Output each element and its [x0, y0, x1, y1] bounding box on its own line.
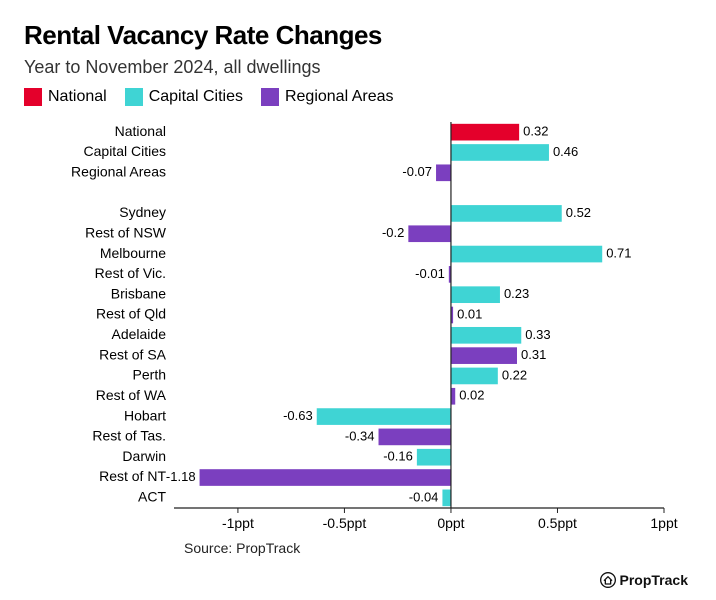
- row-label: Melbourne: [100, 245, 166, 261]
- row-label: Regional Areas: [71, 163, 166, 179]
- value-label: 0.46: [553, 144, 578, 159]
- legend-item-regional: Regional Areas: [261, 88, 394, 106]
- value-label: 0.23: [504, 286, 529, 301]
- value-label: -0.01: [415, 266, 445, 281]
- value-label: 0.33: [525, 327, 550, 342]
- bar: [408, 225, 451, 242]
- value-label: 0.01: [457, 306, 482, 321]
- legend-item-capital: Capital Cities: [125, 88, 243, 106]
- row-label: Rest of NSW: [85, 224, 167, 240]
- legend-swatch-regional: [261, 88, 279, 106]
- row-label: Darwin: [122, 448, 166, 464]
- x-tick-label: -0.5ppt: [323, 515, 367, 531]
- chart-area: National 0.32 Capital Cities 0.46 Regional A…: [24, 118, 684, 538]
- bar: [436, 164, 451, 181]
- row-label: Hobart: [124, 407, 166, 423]
- bar: [451, 368, 498, 385]
- value-label: 0.31: [521, 347, 546, 362]
- value-label: 0.02: [459, 388, 484, 403]
- value-label: -0.07: [402, 164, 432, 179]
- bar: [451, 388, 455, 405]
- x-tick-label: 0ppt: [437, 515, 464, 531]
- row-label: Rest of WA: [96, 387, 167, 403]
- row-label: Perth: [133, 367, 166, 383]
- value-label: 0.52: [566, 205, 591, 220]
- value-label: -0.04: [409, 489, 439, 504]
- value-label: 0.32: [523, 124, 548, 139]
- legend-label-national: National: [48, 88, 107, 106]
- row-label: Adelaide: [112, 326, 167, 342]
- bar: [451, 347, 517, 364]
- row-label: Sydney: [119, 204, 166, 220]
- chart-title: Rental Vacancy Rate Changes: [24, 20, 692, 51]
- row-label: Rest of SA: [99, 346, 167, 362]
- legend-swatch-national: [24, 88, 42, 106]
- bar: [317, 408, 451, 425]
- row-label: National: [115, 123, 166, 139]
- x-tick-label: 0.5ppt: [538, 515, 577, 531]
- x-tick-label: -1ppt: [222, 515, 254, 531]
- source-text: Source: PropTrack: [184, 540, 692, 556]
- brand-text: PropTrack: [620, 572, 688, 588]
- bar: [417, 449, 451, 466]
- brand-logo: PropTrack: [600, 572, 688, 588]
- bar: [379, 429, 451, 446]
- chart-svg: National 0.32 Capital Cities 0.46 Regional A…: [24, 118, 684, 538]
- bar: [451, 124, 519, 141]
- value-label: 0.22: [502, 367, 527, 382]
- row-label: Rest of Qld: [96, 306, 166, 322]
- value-label: -0.34: [345, 428, 375, 443]
- value-label: 0.71: [606, 245, 631, 260]
- bar: [442, 490, 451, 507]
- value-label: -1.18: [166, 469, 196, 484]
- x-tick-label: 1ppt: [650, 515, 677, 531]
- row-label: ACT: [138, 489, 166, 505]
- legend-label-regional: Regional Areas: [285, 88, 394, 106]
- bar: [451, 286, 500, 303]
- row-label: Brisbane: [111, 285, 166, 301]
- value-label: -0.16: [383, 449, 413, 464]
- value-label: -0.2: [382, 225, 404, 240]
- value-label: -0.63: [283, 408, 313, 423]
- legend-item-national: National: [24, 88, 107, 106]
- legend-label-capital: Capital Cities: [149, 88, 243, 106]
- home-icon: [600, 572, 616, 588]
- row-label: Rest of Tas.: [92, 428, 166, 444]
- bar: [200, 469, 451, 486]
- row-label: Rest of Vic.: [95, 265, 166, 281]
- bar: [451, 205, 562, 222]
- bar: [451, 246, 602, 263]
- bar: [451, 144, 549, 161]
- legend-swatch-capital: [125, 88, 143, 106]
- row-label: Capital Cities: [84, 143, 166, 159]
- legend: National Capital Cities Regional Areas: [24, 88, 692, 106]
- bar: [451, 327, 521, 344]
- chart-subtitle: Year to November 2024, all dwellings: [24, 57, 692, 78]
- row-label: Rest of NT: [99, 468, 166, 484]
